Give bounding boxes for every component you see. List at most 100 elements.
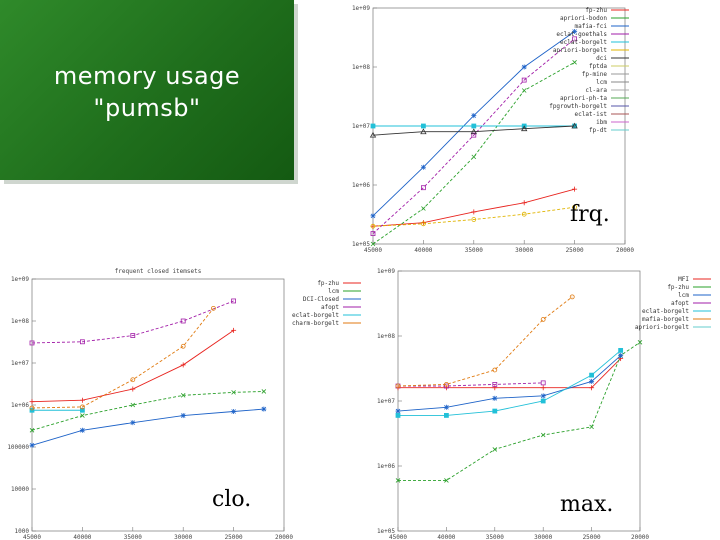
legend-label: afopt	[321, 304, 339, 311]
data-point	[180, 343, 186, 349]
series-line	[31, 391, 264, 431]
data-point	[370, 223, 376, 229]
legend-label: fptda	[589, 63, 607, 70]
data-point	[471, 123, 477, 129]
x-tick-label: 40000	[414, 247, 432, 254]
y-tick-label: 1e+08	[352, 64, 370, 71]
data-point	[130, 333, 136, 338]
data-point	[471, 209, 477, 215]
series-line	[398, 358, 621, 389]
data-point	[231, 327, 237, 333]
data-point	[572, 186, 578, 192]
data-point	[471, 217, 477, 222]
data-point	[180, 362, 186, 368]
data-point	[29, 340, 35, 346]
data-point	[395, 383, 401, 389]
series-line	[372, 188, 575, 227]
y-tick-label: 1e+08	[377, 333, 395, 340]
data-point	[540, 385, 546, 391]
y-tick-label: 1e+06	[352, 182, 370, 189]
data-point	[370, 241, 376, 247]
series-line	[397, 296, 573, 387]
caption-max: max.	[560, 492, 614, 517]
x-tick-label: 45000	[389, 534, 407, 540]
data-point	[637, 340, 643, 345]
data-point	[370, 231, 376, 237]
x-tick-label: 30000	[515, 247, 533, 254]
legend-label: lcm	[678, 292, 689, 299]
data-point	[130, 402, 136, 408]
legend-label: cl-ara	[585, 87, 607, 94]
title-box: memory usage "pumsb"	[0, 0, 294, 180]
data-point	[444, 383, 449, 389]
data-point	[80, 413, 85, 418]
series-line	[398, 341, 641, 481]
chart-title: frequent closed itemsets	[115, 268, 202, 275]
slide-title-line2: "pumsb"	[93, 94, 201, 122]
data-point	[540, 432, 546, 438]
chart-frq: 1e+05 1e+06 1e+07 1e+08 1e+09 45000 40000 35000…	[335, 0, 645, 258]
legend-label: fp-dt	[589, 127, 607, 134]
legend-label: fpgrowth-borgelt	[549, 103, 607, 110]
series-line	[372, 61, 575, 245]
chart-max: 1e+05 1e+06 1e+07 1e+08 1e+09 45000 40000 35000…	[360, 255, 720, 540]
data-point	[571, 122, 578, 129]
data-point	[618, 353, 624, 359]
legend-label: mafia-fci	[574, 23, 607, 30]
data-point	[572, 204, 578, 210]
x-tick-label: 45000	[23, 534, 41, 540]
x-tick-label: 25000	[566, 247, 584, 254]
y-tick-label: 1e+06	[377, 463, 395, 470]
data-point	[618, 348, 624, 353]
data-point	[521, 77, 527, 83]
data-point	[369, 131, 377, 138]
data-point	[231, 298, 237, 304]
series-line	[397, 355, 621, 412]
data-point	[492, 447, 498, 452]
data-point	[540, 317, 546, 322]
data-point	[492, 408, 498, 414]
data-point	[130, 420, 136, 426]
data-point	[231, 390, 236, 395]
legend-label: lcm	[596, 79, 607, 86]
data-point	[444, 413, 449, 418]
y-tick-label: 1e+07	[352, 123, 370, 130]
data-point	[471, 132, 477, 138]
x-tick-label: 35000	[465, 247, 483, 254]
data-point	[540, 393, 546, 399]
legend-label: DCI-Closed	[303, 296, 340, 303]
legend-label: fp-zhu	[667, 284, 689, 291]
data-point	[421, 206, 426, 211]
legend-label: eclat-ist	[574, 111, 607, 118]
data-point	[80, 404, 85, 410]
data-point	[470, 128, 477, 135]
data-point	[231, 409, 237, 415]
data-point	[420, 164, 426, 170]
series-line	[31, 408, 264, 446]
x-tick-label: 30000	[174, 534, 192, 540]
y-tick-label: 1000	[15, 528, 30, 535]
data-point	[521, 125, 528, 132]
data-point	[572, 60, 577, 65]
slide-title: memory usage "pumsb"	[0, 60, 294, 124]
data-point	[589, 372, 595, 378]
legend-label: charm-borgelt	[292, 320, 339, 327]
legend-label: apriori-borgelt	[553, 47, 608, 54]
data-point	[370, 123, 376, 129]
slide-title-line1: memory usage	[53, 62, 241, 90]
data-point	[540, 380, 546, 386]
x-tick-label: 35000	[486, 534, 504, 540]
data-point	[471, 113, 477, 119]
legend-label: ibm	[596, 119, 607, 126]
y-tick-label: 1e+07	[377, 398, 395, 405]
data-point	[180, 393, 186, 398]
data-point	[521, 88, 527, 93]
y-tick-label: 10000	[11, 486, 29, 493]
y-tick-label: 1e+07	[11, 360, 29, 367]
data-point	[130, 386, 136, 392]
data-point	[444, 382, 449, 387]
legend-label: eclat-borgelt	[560, 39, 607, 46]
caption-clo: clo.	[212, 487, 252, 512]
data-point	[79, 427, 85, 433]
series-line	[398, 382, 544, 387]
